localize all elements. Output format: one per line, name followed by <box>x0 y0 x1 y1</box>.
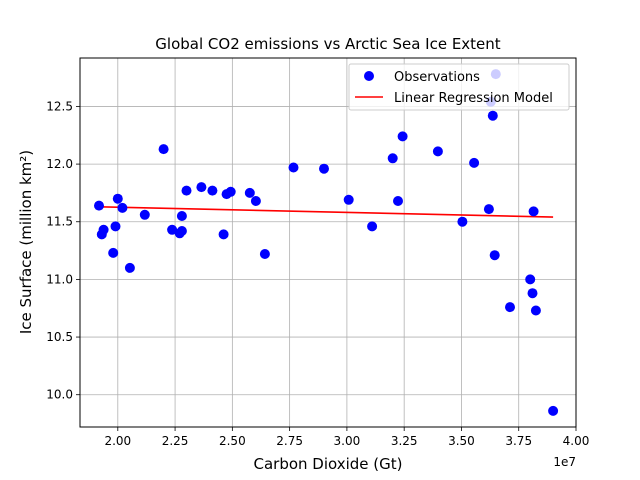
observation-point <box>176 226 187 236</box>
x-tick-label: 3.75 <box>505 434 532 448</box>
observation-point <box>527 288 538 299</box>
regression-line-layer <box>98 206 554 218</box>
x-tick-label: 2.25 <box>162 434 189 448</box>
y-axis-ticks: 10.0 10.5 11.0 11.5 12.0 12.5 <box>46 99 80 402</box>
regression-line <box>98 206 554 218</box>
y-tick-label: 11.0 <box>46 272 73 286</box>
y-axis-label: Ice Surface (million km²) <box>17 150 35 334</box>
legend-observations-marker <box>364 71 374 81</box>
observation-point <box>225 186 236 197</box>
legend-regression-label: Linear Regression Model <box>394 91 553 106</box>
plot-area-frame <box>79 57 577 428</box>
observation-point <box>98 224 109 235</box>
observation-point <box>94 200 104 211</box>
observation-point <box>288 162 299 173</box>
x-tick-label: 2.00 <box>104 434 131 448</box>
observation-point <box>181 185 192 196</box>
observation-point <box>124 262 135 273</box>
chart-title: Global CO2 emissions vs Arctic Sea Ice E… <box>155 35 500 53</box>
x-tick-label: 3.25 <box>391 434 418 448</box>
observation-point <box>525 274 536 285</box>
observation-point <box>250 196 261 206</box>
observation-point <box>483 204 494 215</box>
observation-point <box>259 249 270 259</box>
x-axis-offset-label: 1e7 <box>553 455 576 469</box>
observation-point <box>108 247 119 258</box>
observation-point <box>505 302 515 313</box>
observation-point <box>218 229 229 240</box>
x-tick-label: 2.50 <box>219 434 246 448</box>
observation-point <box>343 194 354 205</box>
observation-point <box>244 187 255 198</box>
observation-point <box>139 209 150 220</box>
y-tick-label: 12.0 <box>46 157 73 171</box>
observation-point <box>393 196 403 206</box>
observation-point <box>176 211 187 221</box>
observation-point <box>207 185 218 196</box>
legend-observations-label: Observations <box>394 70 480 85</box>
x-tick-label: 2.75 <box>276 434 303 448</box>
observation-point <box>548 405 559 416</box>
observation-point <box>110 221 121 232</box>
legend: Observations Linear Regression Model <box>348 63 570 111</box>
observation-point <box>367 221 378 232</box>
x-tick-label: 3.00 <box>334 434 361 448</box>
observation-points <box>94 69 559 416</box>
observation-point <box>319 163 329 174</box>
observation-point <box>528 206 539 217</box>
observation-point <box>387 153 398 164</box>
x-tick-label: 3.50 <box>448 434 475 448</box>
observation-point <box>487 110 498 121</box>
y-tick-label: 12.5 <box>46 99 73 113</box>
y-tick-label: 11.5 <box>46 215 73 229</box>
observation-point <box>117 202 128 213</box>
legend-box <box>348 63 570 111</box>
observation-point <box>158 144 169 155</box>
observation-point <box>196 182 207 193</box>
observation-point <box>167 224 178 235</box>
observation-point <box>530 305 541 316</box>
x-axis-label: Carbon Dioxide (Gt) <box>253 455 402 473</box>
observation-point <box>469 157 480 168</box>
observation-point <box>397 131 408 142</box>
observation-point <box>432 146 443 157</box>
y-tick-label: 10.5 <box>46 330 73 344</box>
x-tick-label: 4.00 <box>563 434 590 448</box>
x-axis-ticks: 2.00 2.25 2.50 2.75 3.00 3.25 3.50 3.75 4.00 <box>104 427 589 448</box>
observation-point <box>457 216 468 227</box>
observation-point <box>112 193 123 204</box>
y-tick-label: 10.0 <box>46 388 73 402</box>
observation-point <box>489 250 500 261</box>
